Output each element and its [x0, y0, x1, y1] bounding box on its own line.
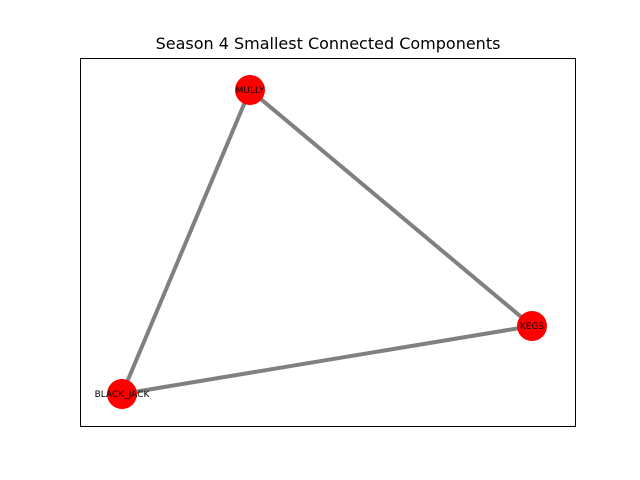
label-layer: MULLY KEGS BLACK_JACK: [95, 86, 545, 400]
figure-title: Season 4 Smallest Connected Components: [156, 34, 501, 53]
node-label-black-jack: BLACK_JACK: [95, 390, 151, 400]
node-black-jack: [107, 379, 137, 409]
plot-frame: [80, 58, 576, 427]
node-mully: [235, 75, 265, 105]
node-kegs: [517, 311, 547, 341]
node-label-kegs: KEGS: [520, 322, 545, 332]
node-label-mully: MULLY: [236, 86, 265, 96]
node-layer: [107, 75, 547, 409]
edge-mully-kegs: [248, 88, 534, 328]
edge-layer: [120, 88, 534, 396]
edge-mully-black-jack: [120, 89, 252, 395]
edge-black-jack-kegs: [121, 324, 533, 396]
